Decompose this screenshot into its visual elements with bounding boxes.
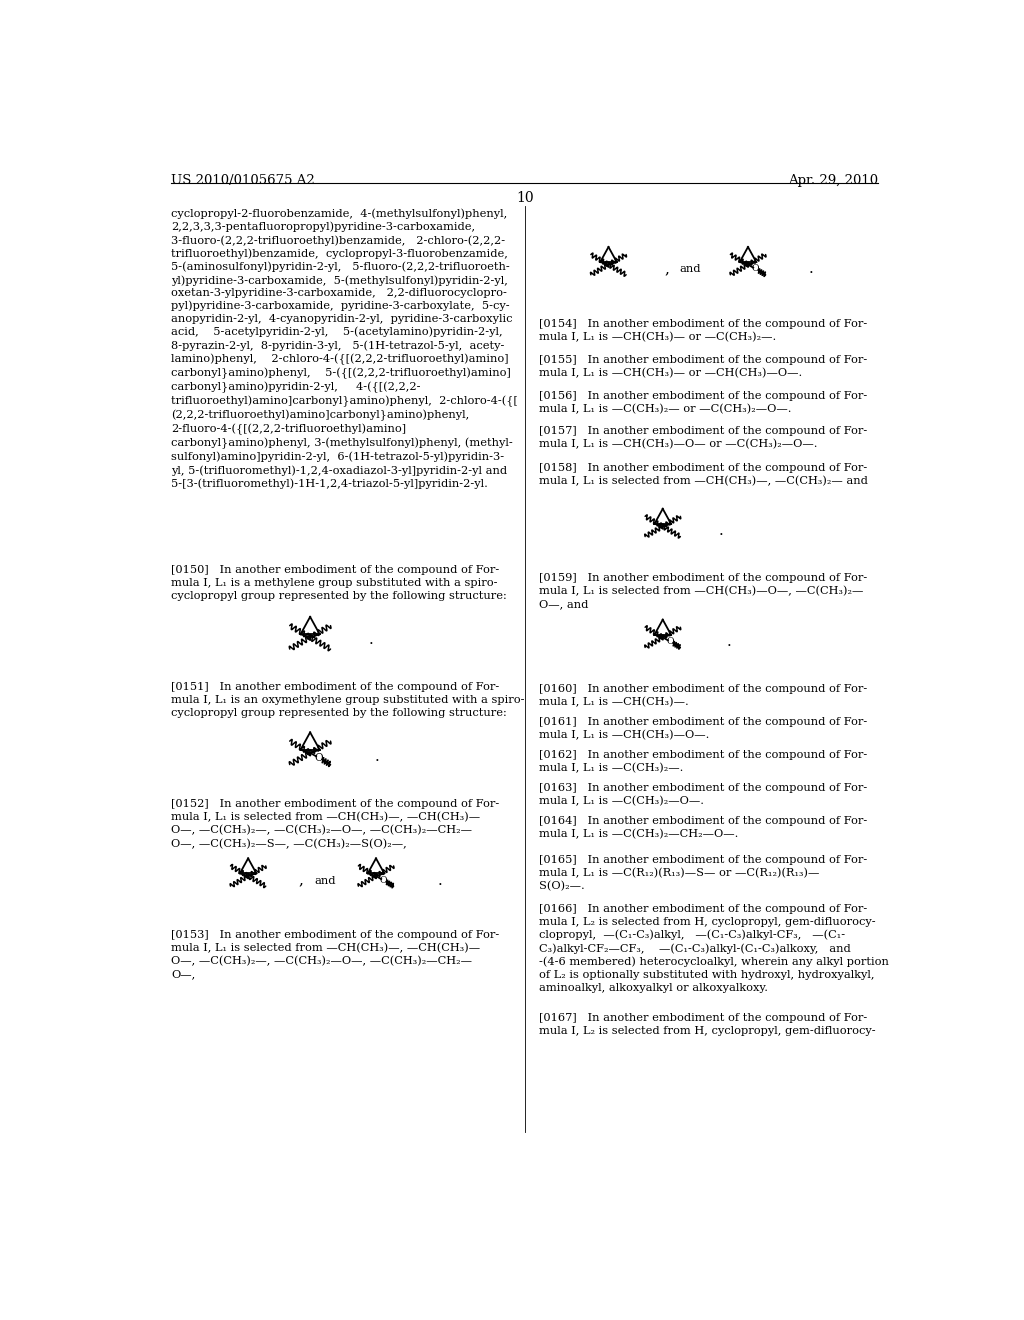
Text: [0158]   In another embodiment of the compound of For-
mula I, L₁ is selected fr: [0158] In another embodiment of the comp… (539, 462, 867, 486)
Text: O: O (314, 752, 323, 763)
Text: [0153]   In another embodiment of the compound of For-
mula I, L₁ is selected fr: [0153] In another embodiment of the comp… (171, 929, 500, 979)
Text: [0167]   In another embodiment of the compound of For-
mula I, L₂ is selected fr: [0167] In another embodiment of the comp… (539, 1014, 876, 1036)
Text: [0154]   In another embodiment of the compound of For-
mula I, L₁ is —CH(CH₃)— o: [0154] In another embodiment of the comp… (539, 318, 867, 342)
Text: [0150]   In another embodiment of the compound of For-
mula I, L₁ is a methylene: [0150] In another embodiment of the comp… (171, 565, 507, 601)
Text: US 2010/0105675 A2: US 2010/0105675 A2 (171, 174, 315, 187)
Text: [0165]   In another embodiment of the compound of For-
mula I, L₁ is —C(R₁₂)(R₁₃: [0165] In another embodiment of the comp… (539, 855, 867, 892)
Text: [0155]   In another embodiment of the compound of For-
mula I, L₁ is —CH(CH₃)— o: [0155] In another embodiment of the comp… (539, 355, 867, 378)
Text: [0157]   In another embodiment of the compound of For-
mula I, L₁ is —CH(CH₃)—O—: [0157] In another embodiment of the comp… (539, 426, 867, 450)
Text: .: . (375, 750, 379, 764)
Text: [0163]   In another embodiment of the compound of For-
mula I, L₁ is —C(CH₃)₂—O—: [0163] In another embodiment of the comp… (539, 783, 867, 807)
Text: .: . (438, 874, 442, 887)
Text: 10: 10 (516, 191, 534, 205)
Text: ,: , (665, 263, 669, 276)
Text: cyclopropyl-2-fluorobenzamide,  4-(methylsulfonyl)phenyl,
2,2,3,3,3-pentafluorop: cyclopropyl-2-fluorobenzamide, 4-(methyl… (171, 209, 518, 488)
Text: .: . (809, 263, 813, 276)
Text: [0162]   In another embodiment of the compound of For-
mula I, L₁ is —C(CH₃)₂—.: [0162] In another embodiment of the comp… (539, 750, 867, 774)
Text: .: . (719, 524, 723, 539)
Text: [0164]   In another embodiment of the compound of For-
mula I, L₁ is —C(CH₃)₂—CH: [0164] In another embodiment of the comp… (539, 816, 867, 840)
Text: Apr. 29, 2010: Apr. 29, 2010 (788, 174, 879, 187)
Text: .: . (726, 635, 731, 649)
Text: and: and (314, 875, 336, 886)
Text: O: O (380, 875, 387, 884)
Text: [0161]   In another embodiment of the compound of For-
mula I, L₁ is —CH(CH₃)—O—: [0161] In another embodiment of the comp… (539, 717, 867, 741)
Text: ,: , (299, 874, 303, 887)
Text: [0151]   In another embodiment of the compound of For-
mula I, L₁ is an oxymethy: [0151] In another embodiment of the comp… (171, 682, 525, 718)
Text: [0159]   In another embodiment of the compound of For-
mula I, L₁ is selected fr: [0159] In another embodiment of the comp… (539, 573, 867, 609)
Text: [0166]   In another embodiment of the compound of For-
mula I, L₂ is selected fr: [0166] In another embodiment of the comp… (539, 904, 889, 993)
Text: O: O (752, 264, 759, 273)
Text: [0156]   In another embodiment of the compound of For-
mula I, L₁ is —C(CH₃)₂— o: [0156] In another embodiment of the comp… (539, 391, 867, 414)
Text: and: and (680, 264, 701, 275)
Text: [0152]   In another embodiment of the compound of For-
mula I, L₁ is selected fr: [0152] In another embodiment of the comp… (171, 799, 500, 849)
Text: [0160]   In another embodiment of the compound of For-
mula I, L₁ is —CH(CH₃)—.: [0160] In another embodiment of the comp… (539, 684, 867, 706)
Text: .: . (369, 634, 373, 647)
Text: O: O (667, 638, 674, 645)
